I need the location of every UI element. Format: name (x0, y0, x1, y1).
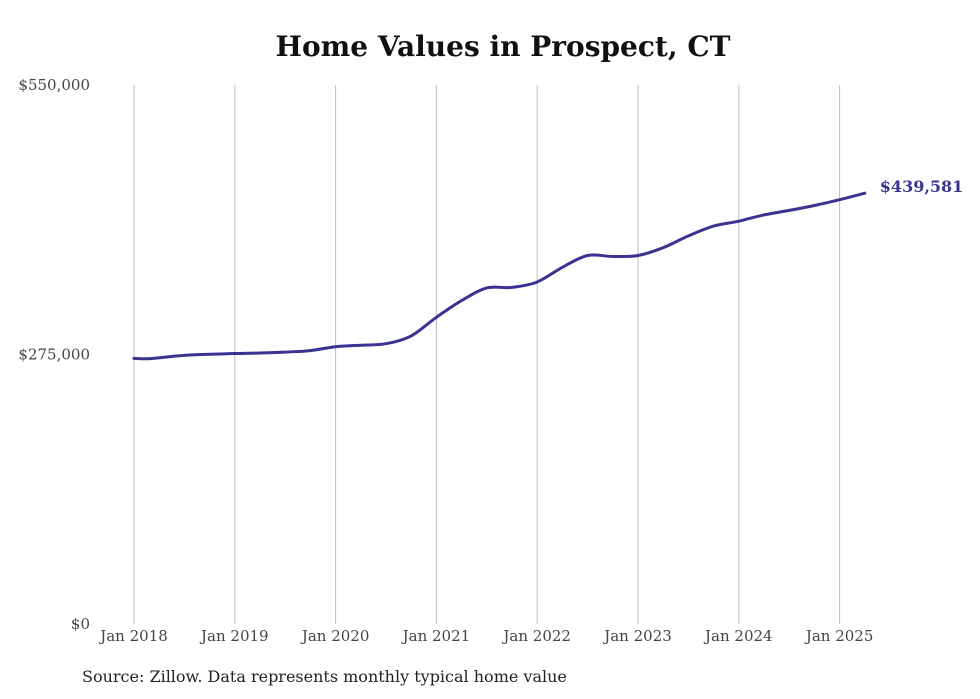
x-tick-label: Jan 2018 (98, 627, 168, 645)
end-value-label: $439,581 (880, 177, 964, 196)
x-tick-label: Jan 2019 (199, 627, 269, 645)
x-axis-ticks: Jan 2018 Jan 2019 Jan 2020 Jan 2021 Jan 2022… (98, 627, 873, 645)
y-axis-ticks: $550,000 $275,000 $0 (18, 76, 90, 633)
x-tick-label: Jan 2024 (703, 627, 773, 645)
chart-title: Home Values in Prospect, CT (275, 30, 731, 63)
x-tick-label: Jan 2021 (401, 627, 471, 645)
y-tick-label: $550,000 (18, 76, 90, 94)
x-tick-label: Jan 2022 (501, 627, 571, 645)
x-tick-label: Jan 2023 (602, 627, 672, 645)
x-tick-label: Jan 2025 (804, 627, 874, 645)
home-value-line (132, 191, 867, 361)
y-tick-label: $275,000 (18, 346, 90, 364)
x-tick-label: Jan 2020 (300, 627, 370, 645)
y-tick-label: $0 (71, 615, 90, 633)
source-note: Source: Zillow. Data represents monthly … (82, 667, 567, 686)
gridlines (133, 85, 841, 624)
